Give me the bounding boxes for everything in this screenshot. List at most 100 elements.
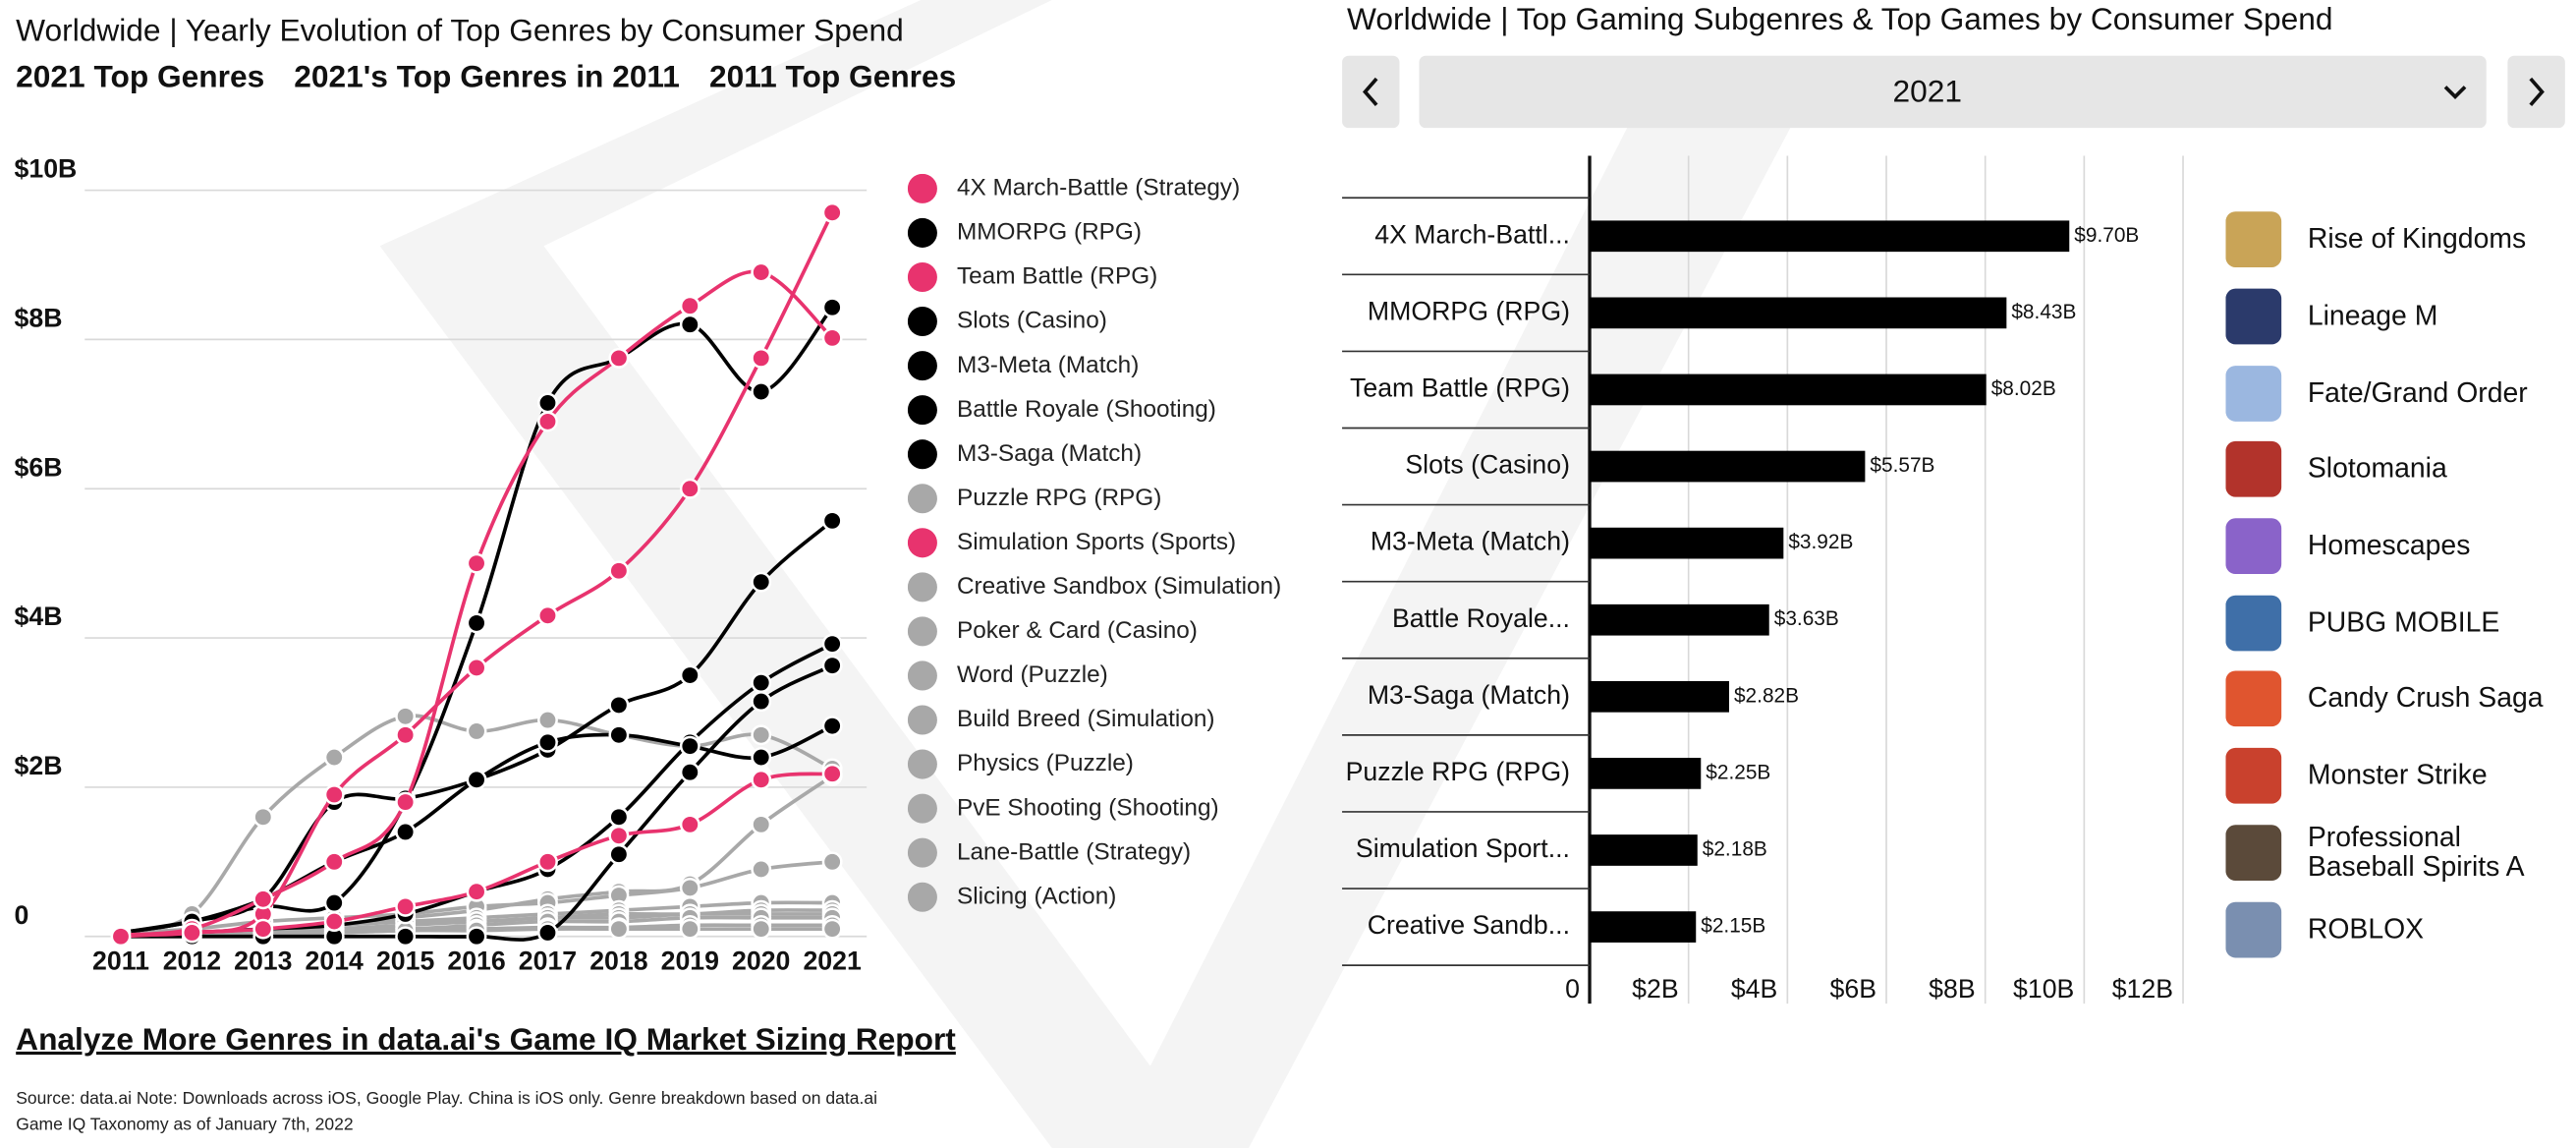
game-name: Professional Baseball Spirits A [2307, 821, 2525, 883]
bar [1590, 527, 1784, 559]
x-tick-label: $4B [1731, 974, 1778, 1004]
data-point [252, 806, 274, 828]
data-point [252, 918, 274, 940]
data-point [395, 791, 417, 813]
top-games: Rise of Kingdoms Lineage M Fate/Grand Orde… [2225, 201, 2569, 957]
legend-tab[interactable]: 2011 Top Genres [709, 58, 956, 93]
legend-swatch [907, 261, 937, 293]
source-note: Source: data.ai Note: Downloads across i… [16, 1089, 877, 1135]
game-icon [2225, 595, 2282, 652]
game-row: Lineage M [2225, 278, 2569, 355]
data-point [537, 710, 558, 731]
x-tick-label: 2017 [519, 946, 577, 975]
data-point [608, 825, 630, 846]
legend-label: Build Breed (Simulation) [956, 707, 1215, 733]
data-point [608, 918, 630, 940]
bar [1590, 758, 1702, 789]
data-point [323, 747, 345, 768]
data-point [821, 763, 843, 784]
legend-item: Word (Puzzle) [907, 660, 1310, 692]
x-tick-label: 2018 [589, 946, 648, 975]
data-point [181, 922, 202, 944]
legend-item: PvE Shooting (Shooting) [907, 793, 1310, 826]
value-label: $8.02B [1991, 377, 2056, 400]
game-row: Rise of Kingdoms [2225, 201, 2569, 278]
data-point [323, 851, 345, 873]
data-point [608, 843, 630, 865]
data-point [679, 918, 700, 940]
prev-button[interactable] [1342, 55, 1400, 129]
data-point [395, 706, 417, 727]
data-point [466, 881, 487, 902]
data-point [323, 892, 345, 914]
legend-label: Lane-Battle (Strategy) [956, 839, 1192, 867]
x-tick-label: 2021 [803, 946, 862, 975]
value-label: $9.70B [2074, 224, 2139, 247]
game-name: Homescapes [2307, 530, 2471, 561]
data-point [466, 720, 487, 742]
value-label: $3.92B [1788, 531, 1853, 553]
game-name: Lineage M [2307, 300, 2438, 332]
dropdown-icon [2443, 86, 2467, 100]
bar [1590, 834, 1698, 866]
value-label: $8.43B [2011, 301, 2076, 323]
game-icon [2225, 441, 2282, 498]
bar [1590, 680, 1729, 713]
x-tick-label: $6B [1830, 974, 1876, 1004]
legend-swatch [907, 882, 937, 912]
game-name: Fate/Grand Order [2307, 376, 2528, 409]
x-tick-label: 2020 [732, 946, 790, 975]
bar [1590, 603, 1769, 636]
legend-label: M3-Saga (Match) [956, 440, 1143, 468]
y-tick-label: 0 [15, 900, 29, 930]
data-point [323, 784, 345, 805]
data-point [821, 201, 843, 223]
next-button[interactable] [2507, 55, 2565, 129]
data-point [751, 814, 772, 835]
data-point [466, 658, 487, 678]
data-point [537, 851, 558, 873]
data-point [751, 672, 772, 694]
legend-body: 4X March-Battle (Strategy) MMORPG (RPG) Te… [907, 173, 1310, 914]
legend-swatch [907, 395, 937, 426]
year-dropdown[interactable] [1419, 55, 2487, 129]
game-row: Slotomania [2225, 431, 2569, 508]
legend-item: Build Breed (Simulation) [907, 705, 1310, 736]
legend-label: Team Battle (RPG) [956, 263, 1158, 291]
legend-swatch [907, 173, 937, 203]
game-icon [2225, 518, 2282, 575]
category-label: Simulation Sport... [1356, 833, 1570, 863]
data-point [466, 612, 487, 634]
legend-label: M3-Meta (Match) [956, 352, 1140, 379]
x-tick-label: 2011 [92, 946, 149, 975]
legend-tab[interactable]: 2021's Top Genres in 2011 [294, 58, 680, 93]
legend-item: Battle Royale (Shooting) [907, 395, 1310, 427]
data-point [395, 822, 417, 842]
value-label: $2.25B [1706, 761, 1770, 783]
game-icon [2225, 748, 2282, 804]
data-point [679, 295, 700, 316]
game-icon [2225, 288, 2282, 345]
game-name: Slotomania [2307, 453, 2447, 485]
dropdown-value: 2021 [1892, 73, 1961, 108]
report-link[interactable]: Analyze More Genres in data.ai's Game IQ… [16, 1021, 956, 1057]
data-point [751, 347, 772, 369]
legend-item: M3-Saga (Match) [907, 439, 1310, 471]
data-point [679, 814, 700, 835]
data-point [537, 411, 558, 432]
data-point [679, 877, 700, 898]
data-point [679, 314, 700, 335]
data-point [537, 604, 558, 626]
legend-swatch [907, 528, 937, 558]
category-label: MMORPG (RPG) [1368, 296, 1570, 325]
legend-item: Poker & Card (Casino) [907, 616, 1310, 648]
legend-label: Slicing (Action) [956, 884, 1117, 911]
data-point [751, 769, 772, 790]
legend-tab[interactable]: 2021 Top Genres [16, 58, 264, 93]
data-point [751, 381, 772, 402]
data-point [679, 735, 700, 757]
legend-item: M3-Meta (Match) [907, 351, 1310, 382]
category-label: 4X March-Battl... [1374, 219, 1570, 249]
category-label: Puzzle RPG (RPG) [1346, 757, 1570, 786]
right-title: Worldwide | Top Gaming Subgenres & Top G… [1347, 1, 2332, 36]
